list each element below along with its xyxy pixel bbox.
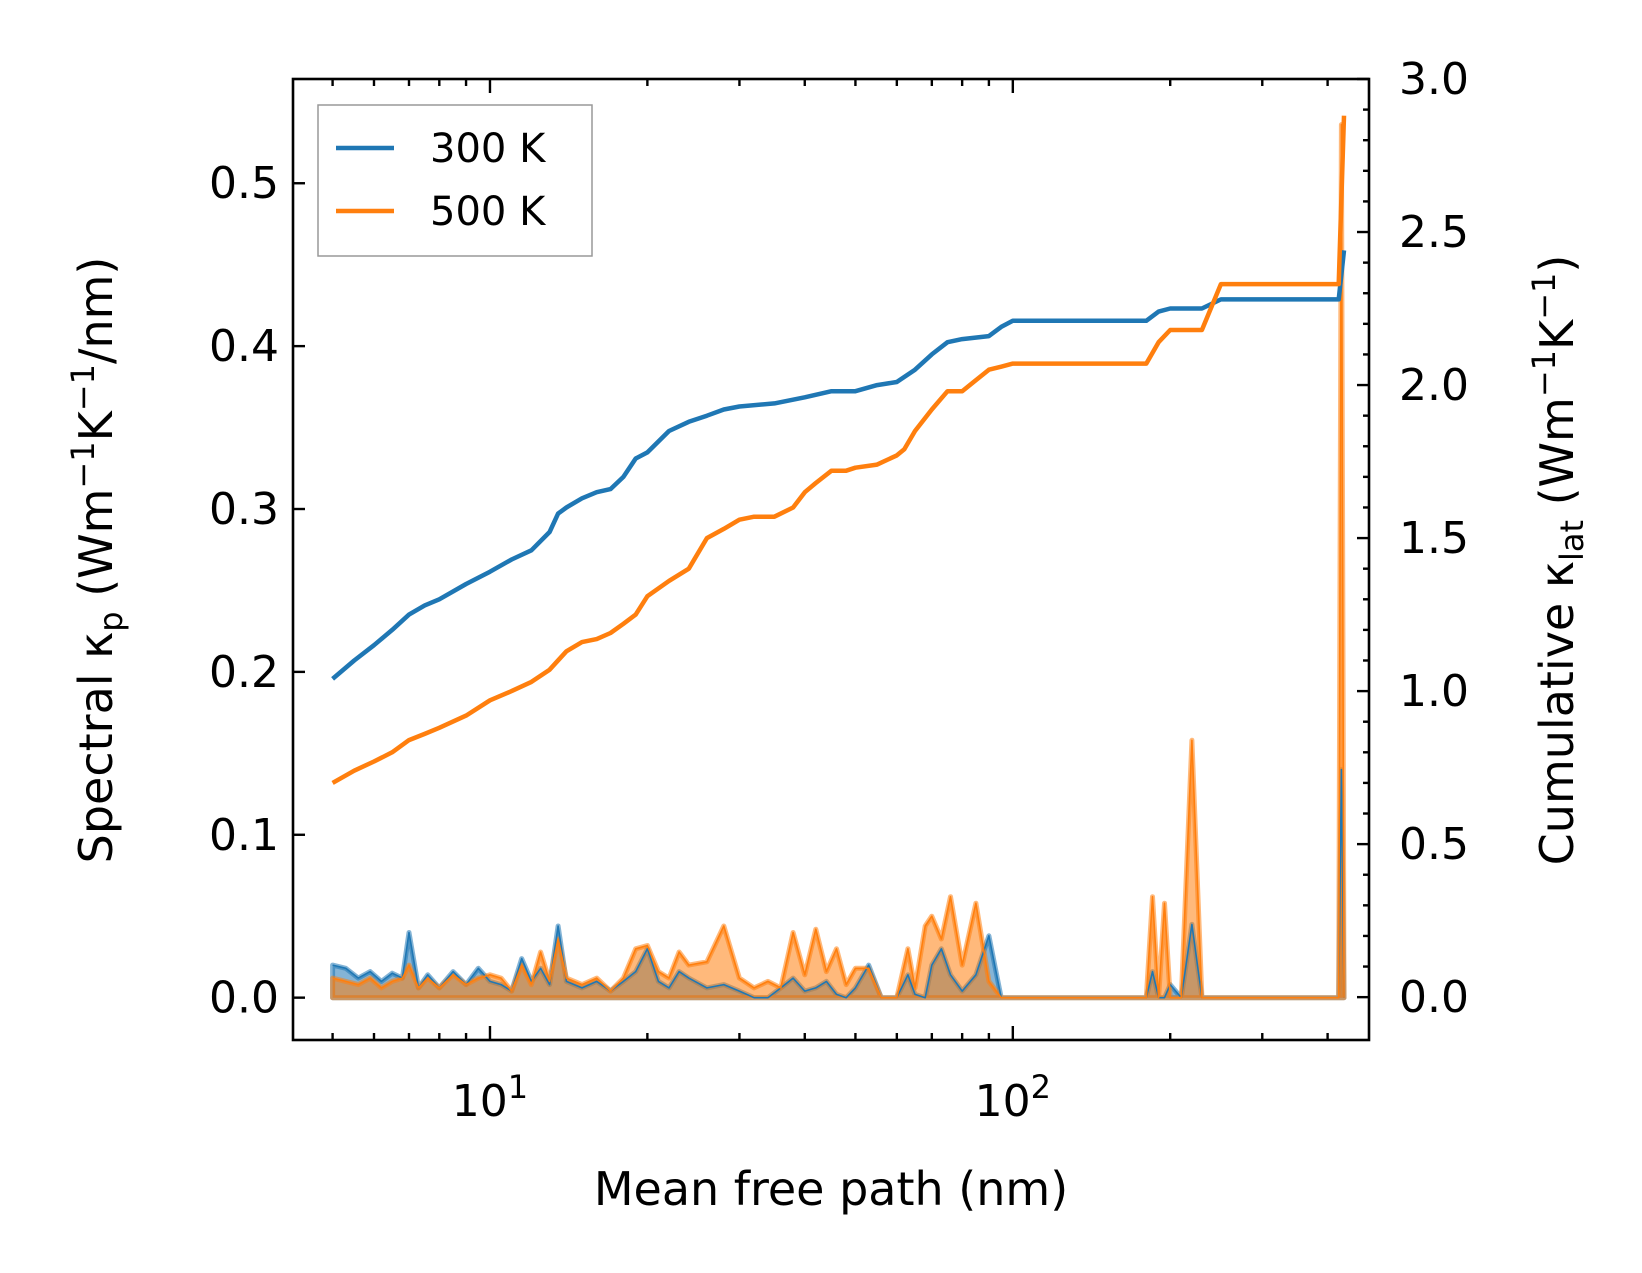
x-axis-title: Mean free path (nm) [594, 1162, 1068, 1216]
left-y-tick-label: 0.1 [209, 810, 279, 861]
spectral-line-300k [332, 768, 1345, 999]
right-y-title-sub: lat [1553, 520, 1591, 561]
left-y-title-unit-close: /nm) [69, 257, 123, 364]
left-y-tick-label: 0.5 [209, 158, 279, 209]
legend: 300 K 500 K [317, 104, 593, 257]
right-y-tick-label: 2.5 [1399, 207, 1469, 258]
left-y-title-unit-mid: K [69, 409, 123, 441]
plot-frame [291, 77, 1371, 1042]
right-y-tick-label: 1.0 [1399, 666, 1469, 717]
left-y-title-exp1: −1 [64, 441, 102, 488]
cumulative-line-300k [331, 250, 1347, 681]
left-y-tick-label: 0.0 [209, 973, 279, 1024]
left-y-tick-label: 0.3 [209, 484, 279, 535]
right-y-title-main: Cumulative κ [1530, 561, 1584, 865]
right-y-title-exp2: −1 [1525, 273, 1563, 320]
legend-box [317, 104, 593, 257]
right-y-tick-label: 3.0 [1399, 54, 1469, 105]
left-y-tick-label: 0.2 [209, 647, 279, 698]
x-tick-label: 102 [975, 1068, 1051, 1127]
left-y-axis-title: Spectral κp (Wm−1K−1/nm) [64, 257, 130, 864]
right-y-tick-label: 0.0 [1399, 972, 1469, 1023]
right-y-tick-label: 0.5 [1399, 819, 1469, 870]
right-y-axis-title: Cumulative κlat (Wm−1K−1) [1525, 255, 1591, 866]
right-y-title-unit-close: ) [1530, 255, 1584, 273]
spectral-line-500k [332, 123, 1345, 999]
plot-area [330, 115, 1347, 1001]
right-y-title-unit-open: (Wm [1530, 397, 1584, 520]
cumulative-line-500k [331, 115, 1347, 785]
left-y-title-exp2: −1 [64, 364, 102, 411]
left-y-title-unit-open: (Wm [69, 489, 123, 612]
left-y-title-sub: p [92, 611, 130, 631]
right-y-title-unit-mid: K [1530, 318, 1584, 350]
left-y-tick-label: 0.4 [209, 321, 279, 372]
left-y-title-main: Spectral κ [69, 632, 123, 864]
right-y-title-exp1: −1 [1525, 350, 1563, 397]
right-y-tick-label: 1.5 [1399, 513, 1469, 564]
x-tick-label: 101 [452, 1068, 528, 1127]
legend-label-300k: 300 K [430, 126, 547, 172]
right-y-tick-label: 2.0 [1399, 360, 1469, 411]
legend-label-500k: 500 K [430, 189, 547, 235]
